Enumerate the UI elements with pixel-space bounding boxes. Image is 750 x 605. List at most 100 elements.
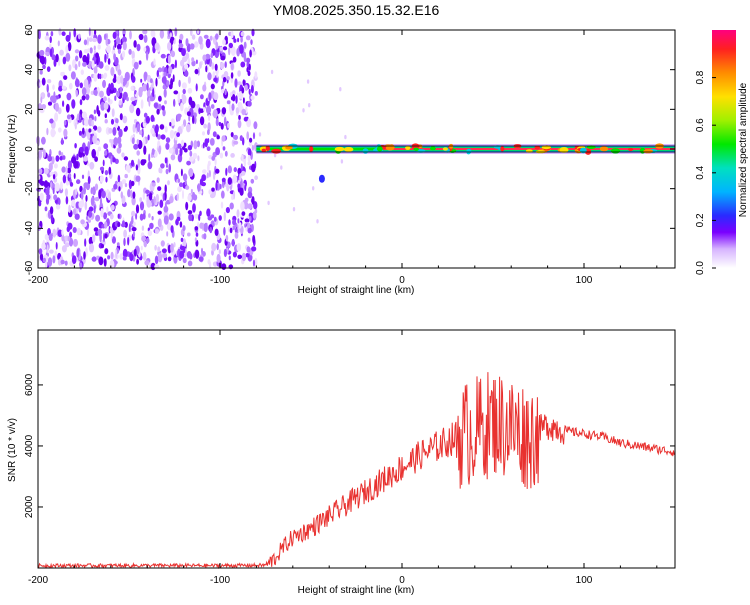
- noise-speckle: [88, 37, 93, 42]
- noise-speckle: [168, 84, 173, 90]
- noise-speckle: [194, 68, 199, 75]
- noise-speckle: [65, 196, 69, 205]
- noise-speckle: [79, 82, 84, 89]
- noise-speckle: [121, 223, 126, 228]
- noise-speckle: [99, 73, 102, 80]
- noise-speckle: [164, 157, 168, 164]
- noise-speckle: [65, 34, 71, 42]
- noise-speckle: [211, 242, 217, 252]
- noise-speckle: [67, 235, 71, 242]
- noise-speckle: [237, 37, 240, 43]
- noise-speckle: [150, 78, 153, 84]
- noise-speckle: [239, 173, 242, 182]
- noise-speckle: [188, 156, 194, 162]
- noise-speckle: [113, 73, 117, 81]
- noise-speckle: [80, 69, 85, 75]
- noise-speckle: [93, 45, 96, 51]
- noise-speckle: [150, 127, 155, 135]
- noise-speckle: [169, 196, 174, 204]
- noise-speckle: [161, 76, 167, 84]
- noise-speckle: [64, 260, 68, 266]
- noise-speckle: [176, 216, 181, 222]
- noise-speckle: [146, 88, 151, 99]
- noise-speckle: [225, 38, 228, 44]
- noise-speckle: [159, 168, 163, 174]
- noise-speckle: [105, 176, 108, 183]
- noise-speckle: [61, 229, 64, 236]
- signal-blob: [643, 149, 654, 154]
- noise-speckle: [248, 88, 251, 95]
- noise-speckle: [232, 251, 237, 258]
- noise-speckle: [69, 82, 73, 90]
- noise-speckle: [107, 97, 111, 103]
- noise-speckle: [85, 195, 88, 202]
- noise-speckle: [221, 107, 227, 115]
- noise-speckle: [39, 180, 46, 186]
- noise-speckle: [226, 76, 230, 81]
- noise-speckle: [185, 201, 189, 211]
- noise-speckle: [156, 177, 160, 183]
- noise-speckle: [139, 213, 144, 221]
- noise-speckle: [159, 199, 164, 208]
- noise-speckle: [182, 238, 187, 248]
- spectrogram-noise-region: [36, 27, 347, 271]
- signal-blob: [599, 146, 609, 152]
- noise-speckle: [253, 121, 258, 130]
- noise-speckle: [93, 205, 96, 214]
- noise-speckle: [196, 140, 201, 148]
- noise-speckle: [49, 43, 52, 50]
- snr-y-axis: 2000 4000 6000: [24, 373, 675, 518]
- noise-speckle: [150, 114, 155, 122]
- noise-speckle: [110, 155, 113, 165]
- noise-speckle: [100, 208, 104, 218]
- noise-speckle: [170, 118, 176, 126]
- noise-speckle: [163, 88, 167, 98]
- noise-speckle: [157, 246, 161, 253]
- noise-speckle: [249, 49, 252, 58]
- noise-speckle: [129, 30, 132, 40]
- noise-speckle: [151, 182, 156, 187]
- signal-blob: [376, 146, 383, 152]
- noise-speckle: [112, 157, 116, 163]
- noise-speckle: [40, 96, 43, 104]
- noise-speckle: [39, 81, 42, 88]
- noise-speckle: [89, 31, 94, 38]
- noise-speckle: [117, 213, 120, 219]
- noise-speckle: [180, 139, 185, 147]
- noise-speckle: [228, 219, 231, 226]
- noise-speckle: [109, 213, 114, 220]
- noise-speckle: [47, 79, 52, 84]
- x-tick-label: 0: [399, 275, 405, 286]
- colorbar-ticks: 0.0 0.2 0.4 0.6 0.8: [695, 70, 716, 275]
- noise-speckle: [73, 173, 76, 179]
- noise-speckle: [124, 125, 128, 131]
- noise-speckle: [52, 255, 56, 264]
- noise-speckle: [142, 29, 148, 35]
- x-tick-label: 0: [399, 575, 405, 586]
- noise-speckle: [53, 58, 57, 67]
- signal-blob: [500, 146, 505, 152]
- noise-speckle: [88, 27, 91, 37]
- noise-speckle: [61, 166, 66, 173]
- noise-speckle: [200, 94, 204, 100]
- noise-speckle: [154, 42, 160, 51]
- noise-speckle: [219, 62, 225, 70]
- noise-speckle: [236, 243, 242, 252]
- noise-speckle: [222, 76, 227, 83]
- noise-speckle: [55, 53, 59, 63]
- noise-speckle: [81, 87, 87, 96]
- noise-speckle: [55, 204, 61, 210]
- noise-speckle: [83, 155, 88, 162]
- noise-speckle: [103, 143, 109, 150]
- noise-speckle: [209, 261, 212, 269]
- x-tick-label: -200: [28, 575, 48, 586]
- noise-speckle: [164, 126, 168, 133]
- noise-speckle: [83, 39, 88, 46]
- noise-speckle: [251, 144, 255, 151]
- noise-speckle: [173, 98, 176, 107]
- noise-speckle: [130, 189, 133, 199]
- noise-speckle: [174, 27, 178, 37]
- noise-speckle: [164, 184, 167, 193]
- noise-speckle: [79, 146, 84, 153]
- noise-speckle: [97, 126, 102, 133]
